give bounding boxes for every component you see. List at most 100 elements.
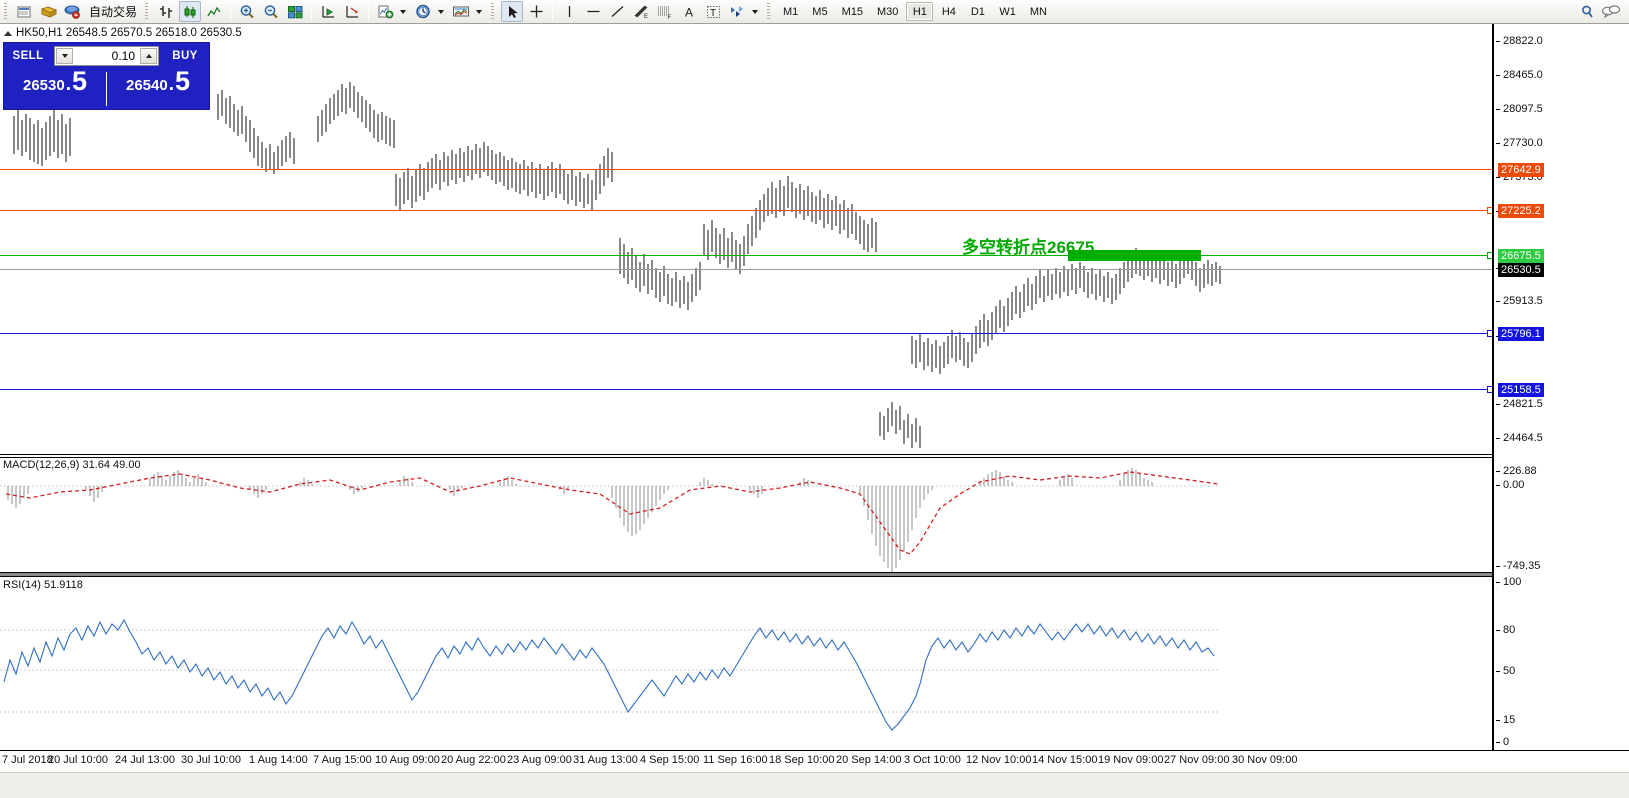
date-label: 20 Sep 14:00 bbox=[836, 754, 902, 766]
toolbar-grip-2[interactable] bbox=[144, 2, 152, 21]
date-label: 27 Nov 09:00 bbox=[1164, 754, 1230, 766]
periods-dropdown-icon[interactable] bbox=[435, 1, 447, 22]
pivot-handle-26675[interactable] bbox=[1487, 252, 1492, 259]
price-tick: 27730.0 bbox=[1496, 137, 1629, 149]
expert-advisor-icon[interactable] bbox=[62, 1, 84, 22]
vertical-line-icon[interactable] bbox=[558, 1, 580, 22]
date-label: 23 Aug 09:00 bbox=[507, 754, 572, 766]
support-handle-25158[interactable] bbox=[1487, 386, 1492, 393]
date-axis[interactable]: 7 Jul 2018 20 Jul 10:00 24 Jul 13:00 30 … bbox=[0, 750, 1629, 774]
volume-decrease-button[interactable] bbox=[56, 48, 73, 64]
data-folder-icon[interactable] bbox=[38, 1, 60, 22]
sell-price[interactable]: 26530 . 5 bbox=[4, 67, 106, 109]
timeframe-m5[interactable]: M5 bbox=[812, 5, 828, 18]
text-label-icon[interactable]: T bbox=[702, 1, 724, 22]
periods-icon[interactable] bbox=[412, 1, 434, 22]
indicators-dropdown-icon[interactable] bbox=[397, 1, 409, 22]
volume-increase-button[interactable] bbox=[140, 48, 157, 64]
sell-button[interactable]: SELL bbox=[12, 50, 44, 62]
zoom-in-icon[interactable] bbox=[236, 1, 258, 22]
plot-frame[interactable]: 多空转折点26675 bbox=[0, 24, 1494, 750]
chat-icon[interactable] bbox=[1600, 1, 1622, 22]
rsi-axis-tick: 100 bbox=[1496, 576, 1629, 588]
main-toolbar: 自动交易 bbox=[0, 0, 1629, 24]
resistance-line-27225[interactable] bbox=[0, 210, 1492, 211]
macd-axis-tick: -749.35 bbox=[1496, 560, 1629, 572]
timeframe-m15[interactable]: M15 bbox=[841, 5, 863, 18]
timeframe-h4[interactable]: H4 bbox=[941, 5, 956, 18]
tile-windows-icon[interactable] bbox=[284, 1, 306, 22]
rsi-pane-divider[interactable] bbox=[0, 572, 1492, 577]
rsi-series bbox=[0, 618, 1220, 731]
support-handle-25796[interactable] bbox=[1487, 330, 1492, 337]
macd-axis-tick: 226.88 bbox=[1496, 465, 1629, 477]
resistance-line-27642[interactable] bbox=[0, 169, 1492, 170]
trendline-icon[interactable] bbox=[606, 1, 628, 22]
shapes-icon[interactable] bbox=[726, 1, 748, 22]
equidistant-channel-icon[interactable]: E bbox=[630, 1, 652, 22]
support-level-25158[interactable]: 25158.5 bbox=[1498, 383, 1544, 397]
templates-icon[interactable] bbox=[450, 1, 472, 22]
line-chart-icon[interactable] bbox=[203, 1, 225, 22]
timeframe-m30[interactable]: M30 bbox=[876, 5, 899, 18]
date-label: 30 Jul 10:00 bbox=[181, 754, 241, 766]
cursor-icon[interactable] bbox=[501, 1, 524, 22]
toolbar-separator-3 bbox=[368, 2, 370, 21]
autotrading-label[interactable]: 自动交易 bbox=[89, 5, 138, 19]
timeframe-mn[interactable]: MN bbox=[1029, 5, 1047, 18]
zoom-out-icon[interactable] bbox=[260, 1, 282, 22]
date-label: 12 Nov 10:00 bbox=[966, 754, 1032, 766]
resistance-level-27642[interactable]: 27642.9 bbox=[1498, 163, 1544, 177]
pivot-line-26675[interactable] bbox=[0, 255, 1492, 256]
macd-axis-tick: 0.00 bbox=[1496, 479, 1629, 491]
one-click-trading-panel[interactable]: SELL 0.10 BUY 26530 . 5 26540 . 5 bbox=[3, 42, 210, 110]
indicators-icon[interactable] bbox=[374, 1, 396, 22]
price-tick: 25913.5 bbox=[1496, 295, 1629, 307]
pivot-zone-rectangle[interactable] bbox=[1068, 250, 1201, 261]
buy-price[interactable]: 26540 . 5 bbox=[107, 66, 209, 109]
pivot-level-26675[interactable]: 26675.5 bbox=[1498, 249, 1544, 263]
price-tick: 24464.5 bbox=[1496, 432, 1629, 444]
support-level-25796[interactable]: 25796.1 bbox=[1498, 327, 1544, 341]
toolbar-grip-4[interactable] bbox=[766, 2, 774, 21]
candlestick-chart-icon[interactable] bbox=[179, 1, 202, 22]
buy-button[interactable]: BUY bbox=[172, 50, 198, 62]
price-tick: 28097.5 bbox=[1496, 103, 1629, 115]
chart-area[interactable]: HK50,H1 26548.5 26570.5 26518.0 26530.5 … bbox=[0, 24, 1629, 798]
new-order-icon[interactable] bbox=[14, 1, 36, 22]
rsi-label: RSI(14) 51.9118 bbox=[3, 579, 83, 591]
shapes-dropdown-icon[interactable] bbox=[749, 1, 761, 22]
volume-stepper[interactable]: 0.10 bbox=[54, 46, 159, 66]
price-axis[interactable]: 28822.0 28465.0 28097.5 27730.0 27373.0 … bbox=[1496, 24, 1629, 750]
chart-collapse-icon[interactable] bbox=[4, 30, 12, 36]
macd-pane-divider[interactable] bbox=[0, 454, 1492, 458]
rsi-axis-tick: 15 bbox=[1496, 714, 1629, 726]
templates-dropdown-icon[interactable] bbox=[473, 1, 485, 22]
timeframe-d1[interactable]: D1 bbox=[970, 5, 985, 18]
volume-input[interactable]: 0.10 bbox=[111, 49, 135, 63]
text-icon[interactable]: A bbox=[678, 1, 700, 22]
date-label: 20 Jul 10:00 bbox=[48, 754, 108, 766]
buy-price-decimal: 5 bbox=[174, 66, 191, 96]
crosshair-icon[interactable] bbox=[525, 1, 547, 22]
search-icon[interactable] bbox=[1576, 1, 1598, 22]
support-line-25158[interactable] bbox=[0, 389, 1492, 390]
toolbar-grip-3[interactable] bbox=[490, 2, 498, 21]
date-label: 20 Aug 22:00 bbox=[441, 754, 506, 766]
fibonacci-retracement-icon[interactable]: F bbox=[654, 1, 676, 22]
date-label: 10 Aug 09:00 bbox=[375, 754, 440, 766]
resistance-handle-27225[interactable] bbox=[1487, 207, 1492, 214]
horizontal-line-icon[interactable] bbox=[582, 1, 604, 22]
current-price-label: 26530.5 bbox=[1498, 263, 1544, 277]
bar-chart-icon[interactable] bbox=[155, 1, 177, 22]
resistance-level-27225[interactable]: 27225.2 bbox=[1498, 204, 1544, 218]
timeframe-h1[interactable]: H1 bbox=[906, 2, 934, 21]
support-line-25796[interactable] bbox=[0, 333, 1492, 334]
date-label: 7 Jul 2018 bbox=[2, 754, 53, 766]
auto-scroll-icon[interactable] bbox=[317, 1, 339, 22]
chart-shift-icon[interactable] bbox=[341, 1, 363, 22]
pivot-annotation-label[interactable]: 多空转折点26675 bbox=[962, 238, 1095, 257]
toolbar-grip[interactable] bbox=[3, 2, 10, 21]
timeframe-m1[interactable]: M1 bbox=[783, 5, 799, 18]
timeframe-w1[interactable]: W1 bbox=[999, 5, 1016, 18]
